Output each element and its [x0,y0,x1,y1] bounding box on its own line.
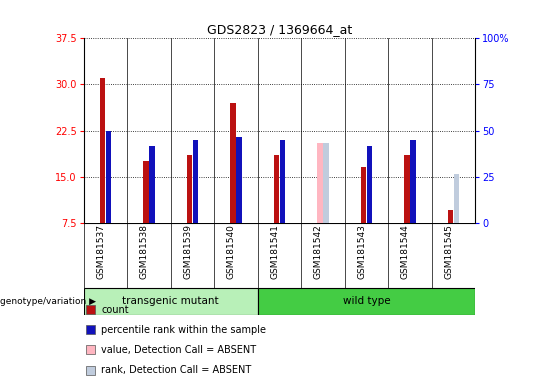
Text: GSM181539: GSM181539 [184,224,192,279]
Bar [280,140,285,223]
Text: GSM181537: GSM181537 [97,224,105,279]
Bar [193,140,198,223]
Text: GSM181544: GSM181544 [401,224,410,279]
Bar [237,137,241,223]
Text: percentile rank within the sample: percentile rank within the sample [102,325,266,335]
Bar [84,288,258,315]
Bar [230,103,235,223]
Text: GSM181540: GSM181540 [227,224,236,279]
Bar [86,366,96,375]
Bar [367,146,372,223]
Bar [150,146,154,223]
Bar [86,345,96,354]
Text: genotype/variation ▶: genotype/variation ▶ [0,297,96,306]
Text: GSM181538: GSM181538 [140,224,149,279]
Bar [86,305,96,314]
Bar [143,161,148,223]
Bar [187,155,192,223]
Text: GSM181542: GSM181542 [314,224,323,279]
Text: GSM181545: GSM181545 [444,224,454,279]
Text: value, Detection Call = ABSENT: value, Detection Call = ABSENT [102,345,256,355]
Bar [448,210,453,223]
Text: GSM181541: GSM181541 [271,224,280,279]
Title: GDS2823 / 1369664_at: GDS2823 / 1369664_at [207,23,352,36]
Bar [106,131,111,223]
Text: rank, Detection Call = ABSENT: rank, Detection Call = ABSENT [102,365,252,375]
Bar [274,155,279,223]
Bar [318,143,322,223]
Bar [361,167,366,223]
Text: transgenic mutant: transgenic mutant [123,296,219,306]
Bar [454,174,459,223]
Bar [86,325,96,334]
Bar [100,78,105,223]
Text: count: count [102,305,129,314]
Bar [404,155,409,223]
Bar [258,288,475,315]
Text: GSM181543: GSM181543 [357,224,367,279]
Text: wild type: wild type [343,296,390,306]
Bar [410,140,416,223]
Bar [323,143,329,223]
